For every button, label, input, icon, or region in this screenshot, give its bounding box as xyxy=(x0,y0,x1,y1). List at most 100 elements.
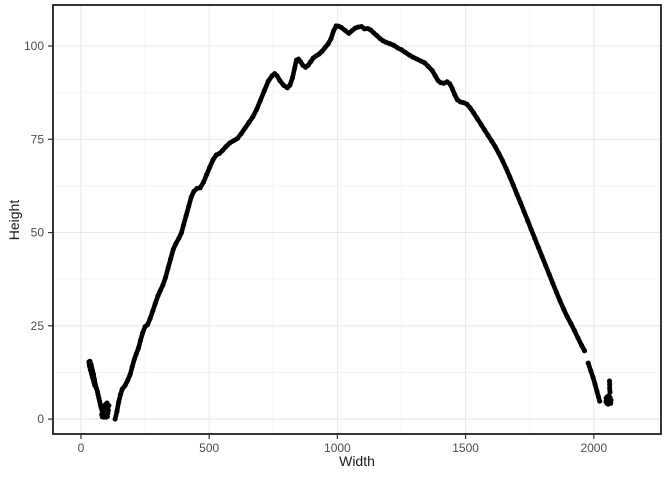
data-point xyxy=(210,157,216,163)
data-point xyxy=(127,371,133,377)
data-point xyxy=(216,151,222,156)
data-point xyxy=(227,140,233,146)
data-point xyxy=(471,110,477,116)
data-point xyxy=(173,241,179,247)
data-point xyxy=(131,356,137,362)
x-tick-label: 2000 xyxy=(580,441,607,455)
data-point xyxy=(197,185,203,191)
data-point xyxy=(338,24,344,30)
data-point xyxy=(510,182,516,188)
data-point xyxy=(135,345,141,351)
data-point xyxy=(391,42,397,48)
data-point xyxy=(561,306,567,312)
data-point xyxy=(99,414,105,420)
data-point xyxy=(594,388,600,394)
data-point xyxy=(571,327,577,333)
data-point xyxy=(346,30,352,36)
data-point xyxy=(525,218,531,224)
y-axis-title: Height xyxy=(6,199,22,241)
data-point xyxy=(122,383,128,388)
data-point xyxy=(425,64,431,70)
data-point xyxy=(597,398,603,404)
data-point xyxy=(188,194,194,200)
data-point xyxy=(374,33,380,39)
data-point xyxy=(104,414,110,419)
data-point xyxy=(292,65,298,71)
data-point xyxy=(133,351,139,357)
data-point xyxy=(485,133,491,139)
x-tick-label: 500 xyxy=(199,441,219,455)
data-point xyxy=(90,375,96,381)
data-point xyxy=(176,235,182,241)
data-point xyxy=(160,282,166,288)
data-point xyxy=(543,262,549,268)
data-point xyxy=(308,59,314,65)
data-point xyxy=(87,367,93,373)
x-tick-label: 0 xyxy=(78,441,85,455)
data-point xyxy=(325,41,331,47)
y-tick-label: 25 xyxy=(31,319,45,333)
data-point xyxy=(220,148,225,153)
data-point xyxy=(86,359,92,365)
data-point xyxy=(575,335,581,341)
data-point xyxy=(258,97,263,103)
plot-panel xyxy=(53,5,661,434)
data-point xyxy=(322,45,328,50)
y-tick-label: 50 xyxy=(31,226,45,240)
data-point xyxy=(564,314,570,319)
data-point xyxy=(125,377,131,383)
data-point xyxy=(507,174,513,180)
data-point xyxy=(331,28,336,34)
data-point xyxy=(492,144,498,150)
data-point xyxy=(592,381,598,387)
data-point xyxy=(319,48,325,54)
data-point xyxy=(429,68,435,74)
data-point xyxy=(410,54,416,60)
data-point xyxy=(607,378,612,384)
y-tick-label: 100 xyxy=(24,39,44,53)
data-point xyxy=(150,308,156,314)
data-point xyxy=(140,330,145,336)
data-point xyxy=(290,75,295,81)
data-point xyxy=(250,114,256,120)
data-point xyxy=(535,245,541,250)
data-point xyxy=(100,404,106,410)
data-point xyxy=(191,189,197,194)
panel-border xyxy=(52,4,662,435)
data-point xyxy=(238,131,244,137)
data-point xyxy=(231,138,236,144)
data-point xyxy=(579,342,584,348)
data-point xyxy=(432,73,438,79)
data-point xyxy=(452,92,458,98)
data-point xyxy=(387,41,393,47)
data-point xyxy=(168,256,174,262)
data-point xyxy=(137,338,143,344)
data-point xyxy=(254,107,260,112)
data-point xyxy=(607,386,613,391)
data-point xyxy=(514,191,520,197)
data-point xyxy=(155,293,161,299)
data-point xyxy=(590,374,596,380)
data-point xyxy=(503,165,509,171)
data-point xyxy=(242,125,248,131)
data-point xyxy=(342,27,348,33)
data-point xyxy=(482,127,488,133)
data-point xyxy=(186,203,192,209)
data-point xyxy=(550,280,556,286)
data-point xyxy=(528,227,534,233)
data-point xyxy=(414,56,420,62)
x-axis-title: Width xyxy=(339,453,375,469)
data-point xyxy=(223,144,229,150)
data-point xyxy=(383,39,389,45)
data-point xyxy=(474,116,480,122)
data-point xyxy=(406,52,412,58)
data-point xyxy=(179,230,184,236)
data-point xyxy=(585,360,591,366)
data-point xyxy=(588,368,594,374)
data-point xyxy=(489,138,495,144)
data-point xyxy=(500,158,505,164)
data-point xyxy=(147,315,153,321)
data-point xyxy=(112,416,118,422)
